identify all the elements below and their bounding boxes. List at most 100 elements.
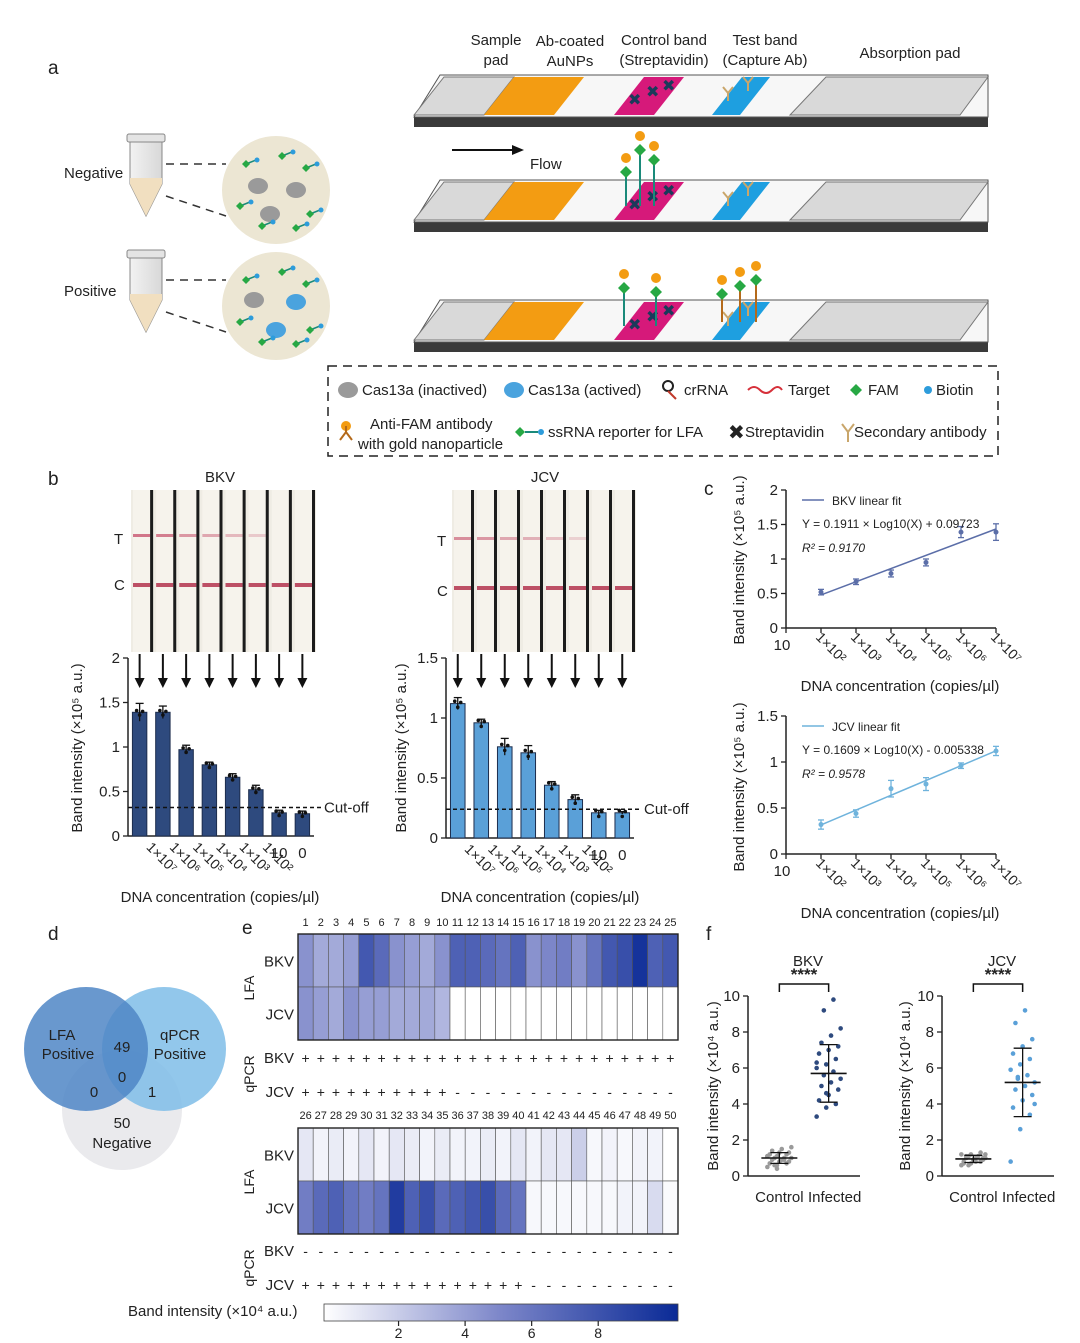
strip-lane	[202, 490, 220, 652]
arrow-head	[476, 678, 487, 688]
heatmap-cell	[449, 1127, 466, 1182]
qpcr-result: -	[455, 1084, 460, 1100]
qpcr-result: +	[423, 1084, 431, 1100]
data-point	[251, 786, 255, 790]
qpcr-result: +	[469, 1277, 477, 1293]
strip-divider	[173, 490, 177, 652]
qpcr-result: -	[425, 1243, 430, 1259]
bkv-c-mark: C	[114, 577, 125, 594]
panel-b: BKV JCV T C T C 00.511.521×10⁷1×10⁶1×10⁵…	[69, 469, 690, 906]
cas13a-icon	[244, 292, 264, 308]
qpcr-result: -	[592, 1084, 597, 1100]
data-point	[973, 1159, 979, 1164]
heatmap-border	[297, 933, 679, 1041]
control-line	[546, 586, 563, 590]
heatmap-cell	[480, 933, 496, 988]
test-line	[569, 537, 586, 540]
secondary-antibody-icon	[722, 86, 734, 101]
y-tick-label: 1.5	[417, 650, 438, 667]
sample-number: 36	[451, 1110, 463, 1122]
qpcr-result: -	[349, 1243, 354, 1259]
data-point	[828, 1080, 834, 1085]
heatmap-cell	[464, 986, 481, 1041]
qpcr-result: +	[454, 1050, 462, 1066]
heatmap-cell	[404, 986, 420, 1041]
strip-lane	[271, 490, 289, 652]
data-point	[1022, 1083, 1028, 1089]
data-point	[789, 1144, 794, 1150]
qpcr-result: -	[638, 1243, 643, 1259]
bkv-y-title: Band intensity (×10⁵ a.u.)	[69, 663, 86, 832]
strip-divider	[196, 490, 200, 652]
y-tick-label: 0	[770, 846, 778, 863]
sample-number: 2	[318, 917, 324, 929]
qpcr-result: -	[607, 1243, 612, 1259]
ssrna-reporter-biotin	[538, 429, 544, 435]
strip-divider	[609, 490, 612, 652]
control-line	[294, 583, 312, 587]
qpcr-result: -	[486, 1084, 491, 1100]
qpcr-result: +	[423, 1277, 431, 1293]
data-point	[300, 814, 305, 819]
heatmap-cell	[343, 933, 360, 988]
bar	[449, 703, 466, 839]
biotin-icon	[304, 337, 310, 343]
control-band	[614, 302, 684, 340]
heatmap-cell	[480, 1180, 496, 1235]
heatmap-cell	[616, 1180, 633, 1235]
data-point	[853, 579, 859, 585]
data-point	[230, 778, 235, 782]
x-tick-label: 1×10⁶	[953, 629, 991, 667]
fam-icon	[302, 280, 310, 288]
heatmap-cell	[373, 933, 390, 988]
conjugate-pad	[484, 182, 584, 220]
qpcr-result: +	[408, 1277, 416, 1293]
data-point	[838, 1076, 843, 1082]
qpcr-result: -	[455, 1243, 460, 1259]
heatmap-cell	[647, 933, 664, 988]
tube-liquid	[130, 294, 162, 332]
qpcr-result: -	[546, 1243, 551, 1259]
venn-neg-count: 50	[114, 1115, 131, 1132]
panel-label-e: e	[242, 918, 253, 939]
arrow-head	[499, 678, 510, 688]
heatmap-cell	[495, 933, 512, 988]
qpcr-result: +	[347, 1277, 355, 1293]
bkv-x-title: DNA concentration (copies/µl)	[121, 889, 320, 906]
heatmap-cell	[616, 1127, 633, 1182]
flow-label: Flow	[530, 156, 562, 173]
absorption-pad	[788, 301, 989, 341]
sample-number: 37	[467, 1110, 479, 1122]
x-tick-label: 10	[774, 637, 791, 654]
biotin-icon	[318, 207, 324, 213]
fam-icon	[734, 280, 746, 292]
tube-label-negative: Negative	[64, 165, 123, 182]
heatmap-cell	[419, 986, 436, 1041]
label-test-band-2: (Capture Ab)	[722, 52, 807, 69]
heatmap-cell	[525, 986, 542, 1041]
fit-line	[820, 528, 997, 596]
venn-negative-label: Negative	[92, 1135, 151, 1152]
heatmap-samples-26-50: 26 27 28 29 30 31 32 33 34 35 36 37 38 39 40 41 42 43 44 45…	[264, 1110, 679, 1294]
heatmap-cell	[571, 1127, 588, 1182]
y-tick-label: 6	[732, 1060, 740, 1077]
data-point	[274, 809, 278, 813]
y-tick-label: 6	[926, 1060, 934, 1077]
gold-nanoparticle-icon	[651, 273, 661, 283]
x-tick-label: 1×10⁷	[988, 855, 1025, 892]
heatmap-cell	[343, 986, 360, 1041]
qpcr-result: +	[317, 1277, 325, 1293]
strip-divider	[632, 490, 635, 652]
strip-lane	[133, 490, 151, 652]
legend-ssrna-reporter: ssRNA reporter for LFA	[548, 424, 703, 441]
biotin-icon	[254, 157, 260, 163]
legend-secondary-antibody: Secondary antibody	[854, 424, 987, 441]
heatmap-cell	[343, 1180, 360, 1235]
cas13a-icon	[286, 294, 306, 310]
data-point	[499, 742, 504, 747]
qpcr-result: -	[653, 1243, 658, 1259]
test-line	[523, 537, 540, 540]
x-tick-label: 1×10⁴	[883, 855, 921, 893]
data-point	[823, 1105, 829, 1110]
strip-lane	[248, 490, 266, 652]
